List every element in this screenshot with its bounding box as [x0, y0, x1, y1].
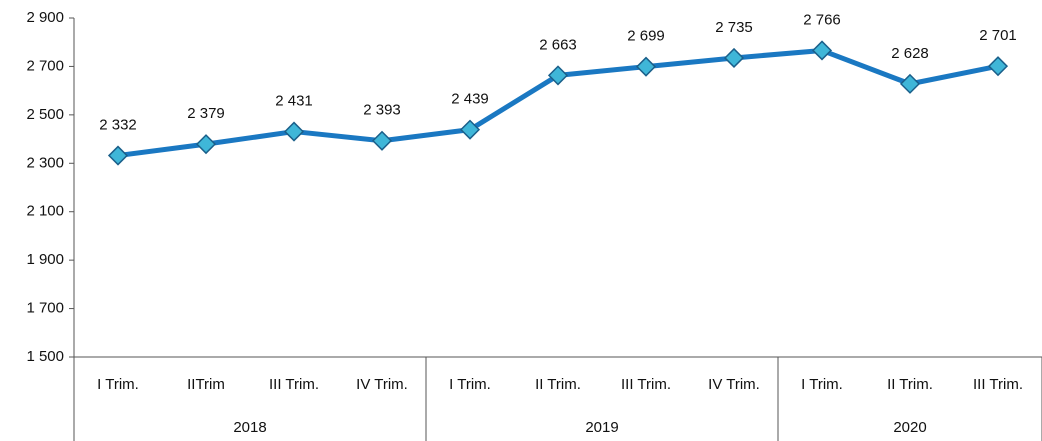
data-label: 2 332: [99, 117, 137, 134]
y-tick-label: 2 500: [26, 106, 64, 123]
x-tick-label: I Trim.: [97, 376, 139, 393]
group-label: 2018: [233, 419, 266, 436]
x-tick-label: IITrim: [187, 376, 225, 393]
y-tick-label: 2 100: [26, 203, 64, 220]
x-tick-label: II Trim.: [535, 376, 581, 393]
marker: [283, 121, 305, 142]
data-label: 2 431: [275, 93, 313, 110]
x-tick-label: II Trim.: [887, 376, 933, 393]
data-label: 2 735: [715, 19, 753, 36]
marker: [811, 40, 833, 61]
x-tick-label: III Trim.: [973, 376, 1023, 393]
data-label: 2 393: [363, 102, 401, 119]
data-label: 2 439: [451, 91, 489, 108]
marker: [195, 134, 217, 155]
x-tick-label: I Trim.: [449, 376, 491, 393]
marker: [107, 145, 129, 166]
marker: [459, 119, 481, 140]
marker: [899, 73, 921, 94]
data-label: 2 628: [891, 45, 929, 62]
x-tick-label: III Trim.: [621, 376, 671, 393]
y-tick-label: 1 700: [26, 300, 64, 317]
data-label: 2 699: [627, 28, 665, 45]
marker: [635, 56, 657, 77]
data-label: 2 379: [187, 105, 225, 122]
y-tick-label: 2 300: [26, 154, 64, 171]
data-label: 2 663: [539, 36, 577, 53]
y-tick-label: 2 700: [26, 57, 64, 74]
y-tick-label: 2 900: [26, 9, 64, 26]
marker: [723, 47, 745, 69]
data-label: 2 701: [979, 27, 1017, 44]
marker: [987, 56, 1009, 77]
y-tick-label: 1 500: [26, 348, 64, 365]
data-label: 2 766: [803, 11, 841, 28]
x-tick-label: IV Trim.: [356, 376, 408, 393]
group-label: 2019: [585, 419, 618, 436]
marker: [547, 65, 569, 86]
x-tick-label: IV Trim.: [708, 376, 760, 393]
y-tick-label: 1 900: [26, 251, 64, 268]
marker: [371, 130, 393, 151]
group-label: 2020: [893, 419, 926, 436]
x-tick-label: I Trim.: [801, 376, 843, 393]
x-tick-label: III Trim.: [269, 376, 319, 393]
